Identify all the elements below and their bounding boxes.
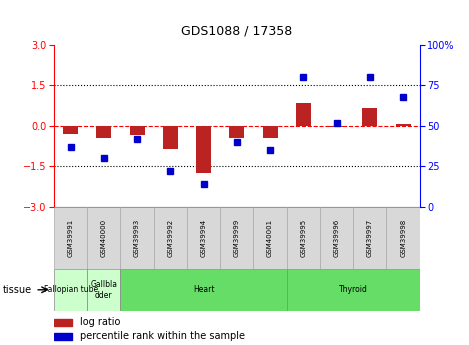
Bar xyxy=(253,207,287,269)
Bar xyxy=(196,126,211,173)
Bar xyxy=(63,126,78,134)
Text: GSM39997: GSM39997 xyxy=(367,219,373,257)
Text: log ratio: log ratio xyxy=(80,317,120,327)
Text: GSM39999: GSM39999 xyxy=(234,219,240,257)
Text: GSM39995: GSM39995 xyxy=(300,219,306,257)
Bar xyxy=(287,207,320,269)
Text: GDS1088 / 17358: GDS1088 / 17358 xyxy=(181,25,293,38)
Bar xyxy=(353,207,386,269)
Text: GSM39991: GSM39991 xyxy=(68,219,74,257)
Bar xyxy=(396,124,410,126)
Text: GSM40001: GSM40001 xyxy=(267,219,273,257)
Bar xyxy=(96,126,111,138)
Bar xyxy=(187,207,220,269)
Bar xyxy=(220,207,253,269)
Text: GSM39996: GSM39996 xyxy=(333,219,340,257)
Bar xyxy=(121,269,287,310)
Bar xyxy=(129,126,144,135)
Bar xyxy=(54,207,87,269)
Bar xyxy=(163,126,178,149)
Bar xyxy=(320,207,353,269)
Bar xyxy=(386,207,420,269)
Text: percentile rank within the sample: percentile rank within the sample xyxy=(80,332,244,342)
Bar xyxy=(121,207,154,269)
Text: GSM39993: GSM39993 xyxy=(134,219,140,257)
Bar xyxy=(54,333,72,340)
Text: Fallopian tube: Fallopian tube xyxy=(44,285,98,294)
Bar xyxy=(263,126,278,138)
Bar xyxy=(296,103,311,126)
Text: GSM39994: GSM39994 xyxy=(201,219,206,257)
Text: Heart: Heart xyxy=(193,285,214,294)
Bar xyxy=(54,319,72,326)
Text: Thyroid: Thyroid xyxy=(339,285,368,294)
Bar xyxy=(363,108,378,126)
Text: GSM39998: GSM39998 xyxy=(400,219,406,257)
Bar xyxy=(229,126,244,138)
Text: Gallbla
dder: Gallbla dder xyxy=(91,280,117,299)
Text: GSM40000: GSM40000 xyxy=(101,219,107,257)
Bar xyxy=(87,207,121,269)
Bar xyxy=(287,269,420,310)
Bar xyxy=(87,269,121,310)
Bar xyxy=(54,269,87,310)
Text: tissue: tissue xyxy=(2,285,31,295)
Text: GSM39992: GSM39992 xyxy=(167,219,174,257)
Bar xyxy=(329,126,344,127)
Bar xyxy=(154,207,187,269)
